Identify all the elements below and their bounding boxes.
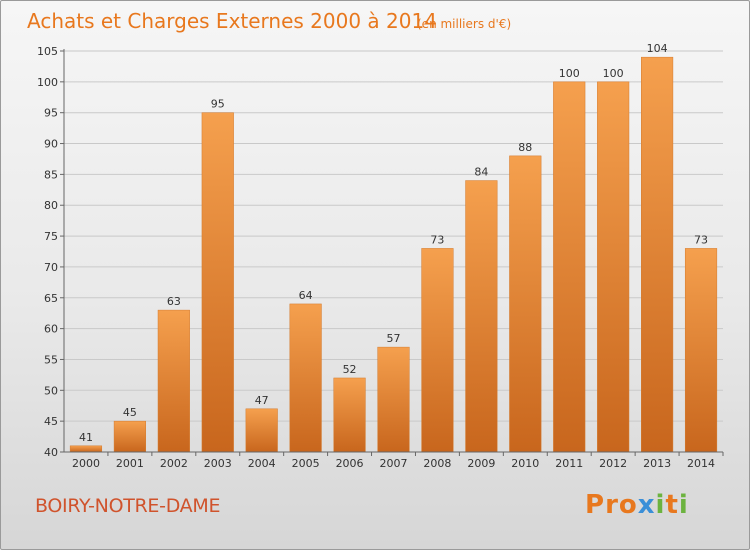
- y-tick-label: 45: [44, 415, 58, 428]
- bar: [641, 56, 674, 453]
- y-tick-label: 65: [44, 292, 58, 305]
- value-label: 88: [518, 141, 532, 154]
- value-label: 45: [123, 406, 137, 419]
- proxiti-logo: Proxiti: [585, 490, 689, 520]
- x-tick-label: 2006: [336, 457, 364, 470]
- value-label: 100: [603, 67, 624, 80]
- value-label: 64: [299, 289, 313, 302]
- commune-name: BOIRY-NOTRE-DAME: [35, 495, 221, 517]
- logo-letter: t: [665, 490, 679, 520]
- chart-title: Achats et Charges Externes 2000 à 2014: [27, 9, 437, 33]
- y-tick-label: 75: [44, 230, 58, 243]
- x-tick-label: 2007: [380, 457, 408, 470]
- bar: [509, 155, 542, 453]
- bar: [113, 420, 146, 453]
- bar: [333, 377, 366, 453]
- y-tick-label: 40: [44, 446, 58, 459]
- x-tick-label: 2012: [599, 457, 627, 470]
- bar: [684, 248, 718, 453]
- x-tick-label: 2000: [72, 457, 100, 470]
- value-label: 104: [647, 42, 668, 55]
- y-tick-label: 70: [44, 261, 58, 274]
- x-tick-label: 2008: [423, 457, 451, 470]
- bar: [201, 112, 234, 453]
- y-tick-label: 60: [44, 323, 58, 336]
- x-tick-label: 2001: [116, 457, 144, 470]
- logo-letter: o: [618, 490, 638, 520]
- x-tick-label: 2010: [511, 457, 539, 470]
- logo-letter: x: [637, 490, 656, 520]
- y-tick-label: 105: [37, 45, 58, 58]
- chart-unit: (en milliers d'€): [417, 17, 512, 31]
- x-tick-label: 2003: [204, 457, 232, 470]
- x-tick-label: 2013: [643, 457, 671, 470]
- x-tick-label: 2014: [687, 457, 715, 470]
- bar: [421, 248, 454, 453]
- value-label: 73: [694, 233, 708, 246]
- value-label: 57: [387, 332, 401, 345]
- value-labels: 41 45 63 95 47 64 52 57 73 84 88 100 100 104 73: [79, 42, 708, 444]
- bars: [69, 56, 718, 453]
- x-tick-label: 2011: [555, 457, 583, 470]
- y-tick-label: 55: [44, 353, 58, 366]
- y-tick-label: 95: [44, 107, 58, 120]
- bar: [157, 309, 190, 453]
- x-tick-label: 2005: [292, 457, 320, 470]
- bar: [553, 81, 586, 453]
- y-tick-label: 50: [44, 384, 58, 397]
- value-label: 100: [559, 67, 580, 80]
- value-label: 95: [211, 98, 225, 111]
- logo-letter: i: [678, 490, 689, 520]
- x-axis: 2000 2001 2002 2003 2004 2005 2006 2007 2008 2009…: [64, 451, 724, 470]
- x-tick-label: 2002: [160, 457, 188, 470]
- logo-letter: r: [605, 490, 619, 520]
- y-tick-label: 100: [37, 76, 58, 89]
- value-label: 41: [79, 431, 93, 444]
- bar: [377, 346, 410, 453]
- bar: [597, 81, 630, 453]
- value-label: 84: [474, 166, 488, 179]
- logo-letter: P: [585, 490, 606, 520]
- y-tick-label: 80: [44, 199, 58, 212]
- y-tick-label: 90: [44, 138, 58, 151]
- logo-letter: i: [655, 490, 666, 520]
- value-label: 63: [167, 295, 181, 308]
- bar: [289, 303, 322, 453]
- x-tick-label: 2009: [467, 457, 495, 470]
- y-tick-label: 85: [44, 168, 58, 181]
- y-axis: 40 45 50 55 60 65 70 75 80 85 90 95 100 105: [37, 45, 65, 459]
- bar: [69, 445, 103, 453]
- bar: [245, 408, 278, 453]
- x-tick-label: 2004: [248, 457, 276, 470]
- value-label: 52: [343, 363, 357, 376]
- value-label: 73: [430, 233, 444, 246]
- bar: [465, 180, 498, 453]
- value-label: 47: [255, 394, 269, 407]
